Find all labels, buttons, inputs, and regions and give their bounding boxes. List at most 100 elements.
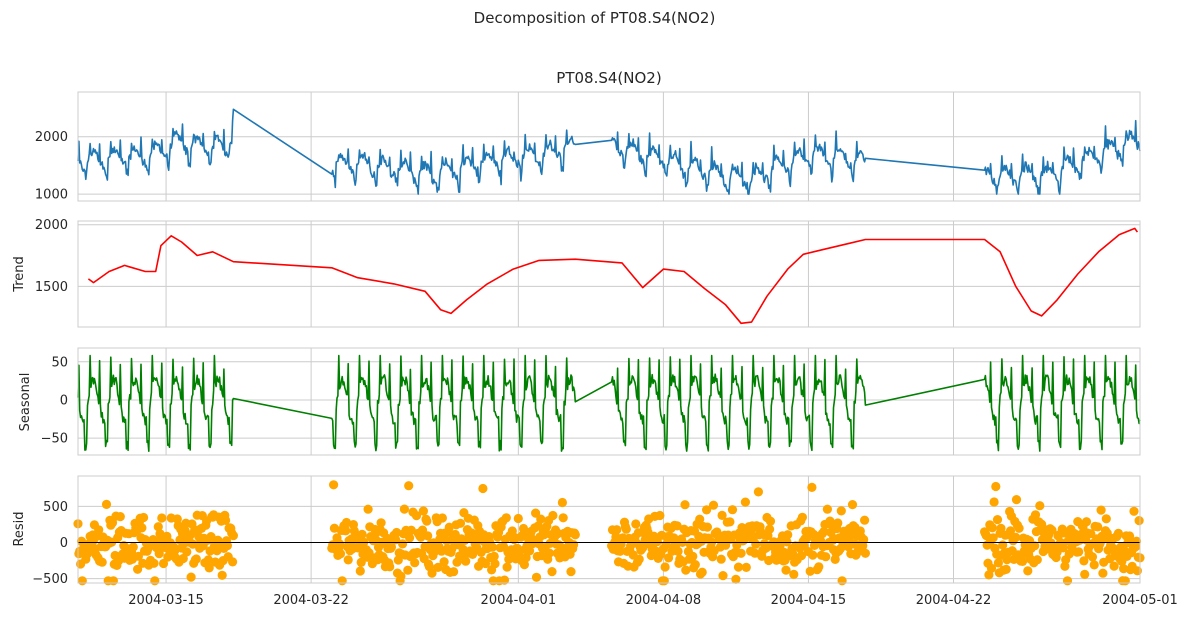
x-tick-label: 2004-04-01 — [481, 593, 557, 608]
resid-point — [531, 572, 542, 582]
resid-point — [558, 513, 568, 523]
resid-point — [329, 523, 339, 533]
resid-point — [822, 504, 833, 514]
resid-point — [1125, 531, 1135, 541]
resid-point — [398, 539, 408, 549]
resid-point — [988, 533, 998, 543]
resid-point — [157, 513, 167, 523]
resid-point — [1096, 505, 1106, 515]
resid-y-tick-label: −500 — [32, 572, 68, 587]
resid-point — [191, 554, 201, 564]
plot-panels: 1000200015002000−50050−50005002004-03-15… — [32, 91, 1178, 608]
resid-point — [455, 518, 466, 528]
resid-point — [137, 523, 147, 533]
resid-point — [717, 510, 727, 520]
resid-y-tick-label: 0 — [60, 536, 68, 551]
resid-point — [461, 556, 471, 566]
resid-axis-label: Resid — [12, 511, 27, 546]
resid-point — [765, 524, 775, 534]
resid-point — [765, 516, 776, 526]
resid-point — [480, 558, 491, 569]
resid-point — [423, 531, 433, 541]
resid-point — [996, 523, 1006, 534]
resid-point — [837, 576, 847, 586]
resid-point — [188, 539, 198, 549]
resid-point — [403, 565, 413, 575]
observed-y-tick-label: 2000 — [35, 130, 68, 145]
resid-point — [814, 562, 824, 572]
resid-point — [155, 529, 165, 539]
resid-point — [736, 548, 746, 558]
resid-point — [1023, 566, 1033, 576]
resid-point — [998, 540, 1008, 550]
resid-point — [363, 504, 373, 514]
resid-point — [655, 510, 665, 521]
resid-point — [1089, 560, 1099, 570]
resid-point — [702, 505, 712, 515]
resid-point — [659, 576, 669, 586]
resid-point — [182, 547, 192, 557]
resid-point — [376, 518, 386, 528]
trend-y-tick-label: 1500 — [35, 280, 68, 295]
observed-frame — [77, 91, 1141, 202]
resid-point — [133, 564, 143, 574]
resid-point — [631, 519, 641, 529]
resid-point — [725, 517, 735, 527]
resid-point — [1132, 566, 1142, 576]
resid-point — [1032, 555, 1042, 565]
resid-point — [416, 532, 426, 542]
resid-point — [335, 539, 345, 549]
trend-axis-label: Trend — [12, 256, 27, 293]
observed-panel-title: PT08.S4(NO2) — [556, 69, 661, 87]
seasonal-panel: −50 0 50 — [41, 347, 1141, 456]
resid-point — [411, 510, 422, 521]
resid-point — [329, 480, 339, 490]
resid-point — [672, 521, 682, 531]
resid-point — [396, 571, 406, 581]
resid-point — [860, 515, 870, 525]
resid-point — [1030, 541, 1040, 551]
resid-point — [437, 513, 447, 523]
seasonal-y-tick-label: −50 — [41, 432, 68, 447]
resid-point — [1086, 529, 1096, 539]
resid-point — [859, 534, 869, 545]
resid-point — [612, 525, 622, 535]
resid-point — [989, 497, 999, 507]
resid-point — [992, 515, 1003, 525]
resid-point — [860, 548, 871, 558]
resid-point — [153, 522, 163, 532]
resid-point — [993, 558, 1004, 568]
observed-panel: 1000 2000 — [35, 91, 1141, 203]
resid-point — [536, 514, 546, 524]
trend-series-line — [87, 227, 1139, 325]
observed-series-line — [77, 108, 1141, 195]
resid-point — [688, 551, 698, 562]
resid-point — [478, 483, 488, 494]
resid-point — [986, 563, 997, 573]
resid-point — [566, 567, 576, 577]
resid-point — [222, 541, 232, 551]
resid-point — [427, 568, 437, 578]
resid-point — [819, 526, 829, 537]
resid-point — [1093, 522, 1103, 532]
trend-panel: 1500 2000 — [35, 218, 1141, 328]
resid-point — [385, 562, 395, 572]
resid-point — [1131, 536, 1142, 546]
resid-point — [1058, 543, 1068, 553]
resid-point — [433, 562, 443, 573]
resid-point — [337, 576, 347, 586]
trend-frame — [77, 220, 1141, 328]
resid-point — [341, 517, 352, 528]
resid-point — [77, 576, 87, 586]
resid-point — [341, 526, 351, 536]
resid-point — [489, 551, 499, 562]
resid-point — [808, 550, 818, 560]
resid-point — [1001, 564, 1011, 575]
seasonal-frame — [77, 347, 1141, 456]
resid-point — [422, 516, 432, 526]
resid-point — [490, 559, 500, 569]
x-tick-label: 2004-04-08 — [626, 593, 702, 608]
resid-point — [1011, 532, 1021, 543]
resid-point — [680, 500, 690, 510]
